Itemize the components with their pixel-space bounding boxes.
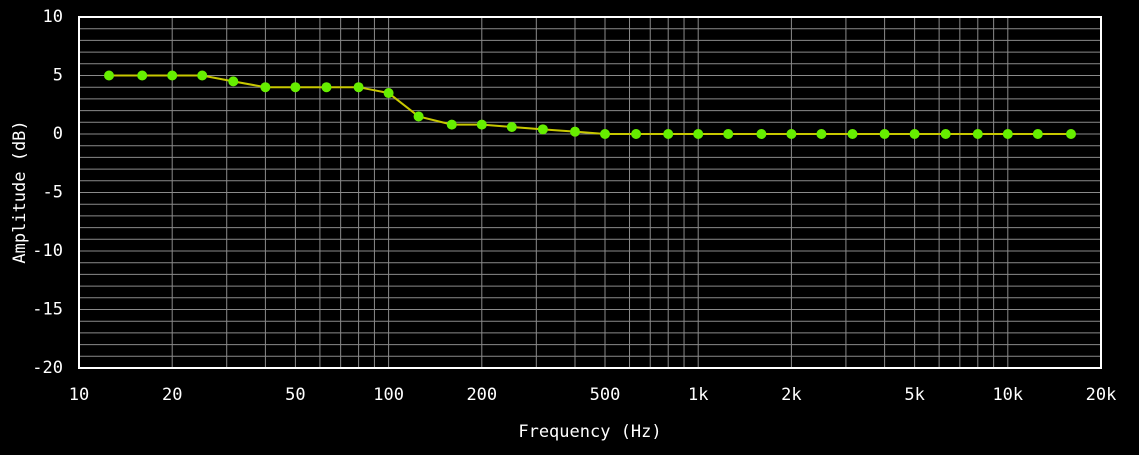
data-point <box>816 129 827 139</box>
x-tick-label: 2k <box>781 385 801 405</box>
data-point <box>663 129 674 139</box>
y-axis-label: Amplitude (dB) <box>10 120 30 263</box>
x-tick-label: 500 <box>590 385 621 405</box>
x-tick-label: 20k <box>1086 385 1117 405</box>
data-point <box>321 82 332 93</box>
y-tick-label: -20 <box>32 358 63 378</box>
y-tick-label: 0 <box>53 124 63 144</box>
x-tick-label: 10k <box>992 385 1023 405</box>
data-point <box>1032 129 1043 139</box>
data-point <box>693 129 704 139</box>
y-tick-label: 10 <box>43 7 63 27</box>
data-point <box>569 126 580 137</box>
data-point <box>756 129 767 139</box>
y-tick-label: 5 <box>53 66 63 86</box>
data-point <box>972 129 983 139</box>
x-tick-label: 1k <box>688 385 708 405</box>
plot-border <box>78 16 1102 369</box>
data-point <box>847 129 858 139</box>
x-tick-label: 10 <box>69 385 89 405</box>
data-point <box>413 111 424 122</box>
y-tick-label: -10 <box>32 241 63 261</box>
y-tick-label: -15 <box>32 300 63 320</box>
x-tick-label: 5k <box>904 385 924 405</box>
data-point <box>137 70 148 81</box>
data-point <box>909 129 920 139</box>
data-point <box>104 70 115 81</box>
data-point <box>1065 129 1076 139</box>
data-point <box>506 121 517 132</box>
data-point <box>723 129 734 139</box>
data-point <box>600 129 611 139</box>
x-tick-label: 20 <box>162 385 182 405</box>
x-tick-label: 50 <box>285 385 305 405</box>
data-point <box>1002 129 1013 139</box>
data-point <box>167 70 178 81</box>
data-point <box>631 129 642 139</box>
data-point <box>879 129 890 139</box>
x-axis-label: Frequency (Hz) <box>518 422 661 442</box>
data-point <box>940 129 951 139</box>
data-point <box>228 76 239 87</box>
x-tick-label: 200 <box>466 385 497 405</box>
series-line <box>109 74 1071 135</box>
y-tick-label: -5 <box>43 183 63 203</box>
data-point <box>786 129 797 139</box>
data-point <box>383 88 394 99</box>
data-point <box>260 82 271 93</box>
data-point <box>476 119 487 130</box>
data-point <box>290 82 301 93</box>
x-tick-label: 100 <box>373 385 404 405</box>
data-point <box>197 70 208 81</box>
data-point <box>537 124 548 135</box>
data-point <box>353 82 364 93</box>
data-point <box>446 119 457 130</box>
